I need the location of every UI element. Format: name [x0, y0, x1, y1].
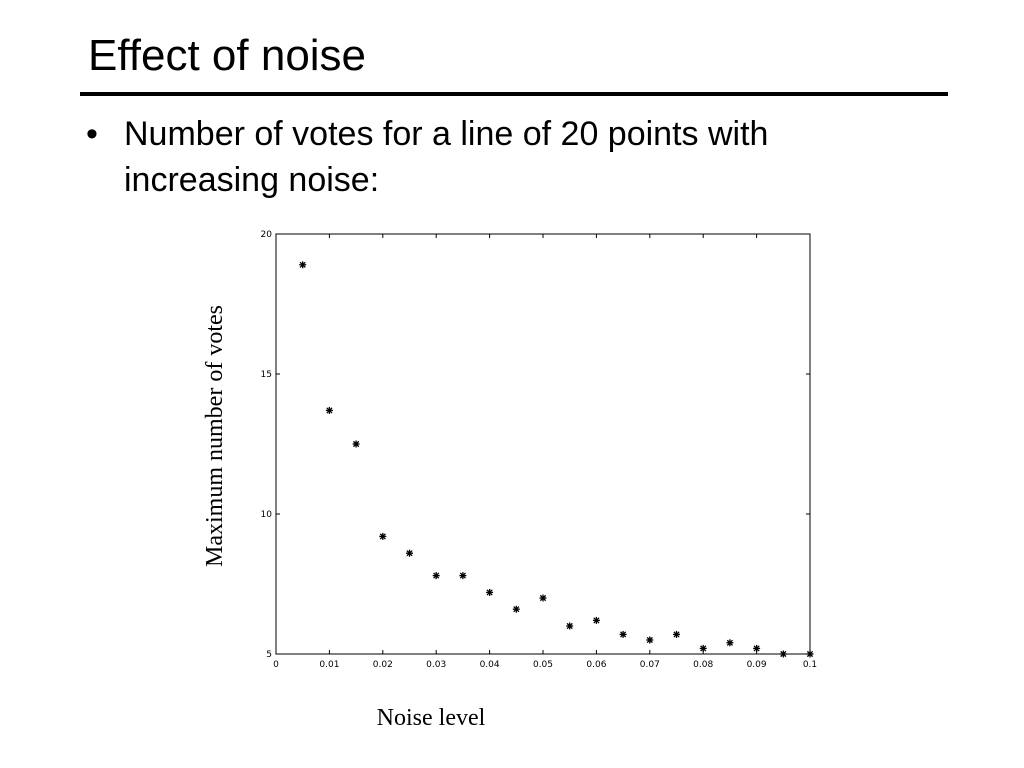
- x-axis-label: Noise level: [377, 705, 486, 731]
- data-point: [753, 644, 761, 652]
- y-tick-label: 20: [261, 230, 273, 240]
- data-point: [806, 650, 814, 658]
- x-tick-label: 0.03: [426, 660, 446, 670]
- x-tick-label: 0.1: [803, 660, 817, 670]
- x-tick-label: 0.05: [533, 660, 553, 670]
- x-tick-label: 0.08: [693, 660, 713, 670]
- x-tick-label: 0.09: [747, 660, 767, 670]
- data-point: [406, 549, 413, 557]
- data-point: [299, 261, 307, 269]
- data-point: [673, 630, 680, 638]
- data-point: [566, 622, 574, 630]
- x-tick-label: 0.04: [480, 660, 500, 670]
- data-point: [352, 440, 360, 448]
- slide-title: Effect of noise: [88, 31, 367, 80]
- data-point: [726, 639, 734, 647]
- y-tick-label: 5: [266, 650, 272, 660]
- bullet-text: Number of votes for a line of 20 points …: [124, 115, 769, 199]
- data-point: [432, 572, 440, 580]
- y-tick-label: 10: [261, 510, 273, 520]
- x-tick-label: 0: [273, 660, 279, 670]
- x-tick-label: 0.07: [640, 660, 660, 670]
- y-axis-label: Maximum number of votes: [202, 305, 228, 567]
- data-point: [592, 616, 600, 624]
- data-point: [459, 572, 467, 580]
- data-point: [646, 636, 654, 644]
- title-divider: [80, 92, 948, 96]
- x-tick-label: 0.06: [586, 660, 606, 670]
- data-point: [699, 644, 707, 652]
- data-point: [619, 630, 627, 638]
- data-point: [512, 605, 520, 613]
- x-tick-label: 0.01: [319, 660, 339, 670]
- data-point: [486, 588, 494, 596]
- data-point: [379, 532, 387, 540]
- y-tick-label: 15: [261, 370, 272, 380]
- bullet-marker: •: [86, 115, 98, 153]
- x-tick-label: 0.02: [373, 660, 393, 670]
- data-point: [539, 594, 547, 602]
- data-point: [325, 406, 333, 414]
- data-point: [779, 650, 787, 658]
